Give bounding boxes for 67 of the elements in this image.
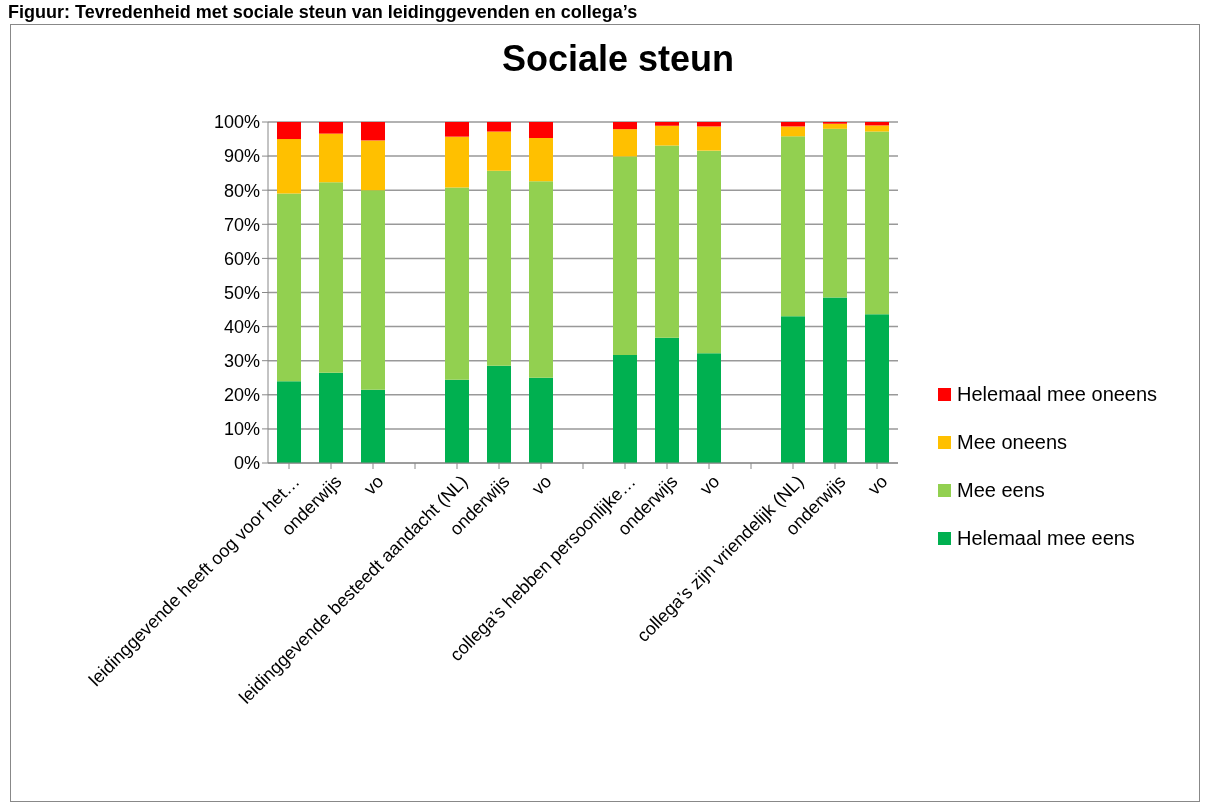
bar [445, 122, 469, 137]
bar [865, 125, 889, 132]
bar [361, 190, 385, 390]
bar [487, 170, 511, 366]
x-tick-label: vo [695, 471, 724, 499]
y-tick-label: 100% [213, 112, 260, 133]
bar [823, 297, 847, 463]
bar [697, 353, 721, 463]
bar [277, 193, 301, 382]
bar [655, 337, 679, 463]
x-tick-label: vo [359, 471, 388, 499]
y-tick-label: 90% [223, 146, 260, 167]
bar [781, 136, 805, 317]
bar [277, 139, 301, 194]
bar [277, 122, 301, 140]
bar [613, 354, 637, 463]
chart-title: Sociale steun [500, 38, 736, 80]
bar [529, 181, 553, 378]
bar [529, 377, 553, 463]
bar [277, 381, 301, 463]
y-tick-label: 40% [223, 316, 260, 337]
legend-label: Mee eens [957, 478, 1045, 502]
bar [613, 122, 637, 130]
bar [697, 150, 721, 354]
bar [361, 389, 385, 463]
bar [319, 372, 343, 463]
bar [613, 156, 637, 355]
bar [655, 122, 679, 126]
bar [319, 133, 343, 183]
bar [445, 379, 469, 463]
bar [487, 122, 511, 132]
bar [781, 316, 805, 463]
y-tick-label: 50% [223, 282, 260, 303]
bar [487, 131, 511, 171]
bar [445, 187, 469, 380]
bar [697, 126, 721, 151]
x-tick-label: vo [863, 471, 892, 499]
y-tick-label: 10% [223, 419, 260, 440]
bar [319, 122, 343, 134]
y-tick-label: 60% [223, 248, 260, 269]
x-tick-label: vo [527, 471, 556, 499]
y-tick-label: 30% [223, 351, 260, 372]
bar [697, 122, 721, 127]
y-tick-label: 80% [223, 180, 260, 201]
bar [361, 122, 385, 141]
bar [781, 126, 805, 137]
y-tick-label: 0% [233, 453, 260, 474]
text: Figuur: Tevredenheid met sociale steun van leidinggevenden en collega’s [8, 2, 638, 23]
bar [781, 122, 805, 127]
bar [655, 145, 679, 338]
bar [529, 122, 553, 139]
bar [865, 131, 889, 315]
bar [487, 365, 511, 463]
bar [823, 123, 847, 129]
bar [361, 140, 385, 191]
legend-label: Mee oneens [957, 430, 1068, 454]
legend-label: Helemaal mee oneens [957, 382, 1158, 406]
bar [613, 129, 637, 157]
y-tick-label: 20% [223, 385, 260, 406]
bar [655, 125, 679, 146]
bar [319, 182, 343, 373]
bar [865, 314, 889, 463]
bar [529, 138, 553, 182]
bar [823, 128, 847, 298]
legend-label: Helemaal mee eens [957, 526, 1135, 550]
y-tick-label: 70% [223, 214, 260, 235]
bar [445, 136, 469, 188]
